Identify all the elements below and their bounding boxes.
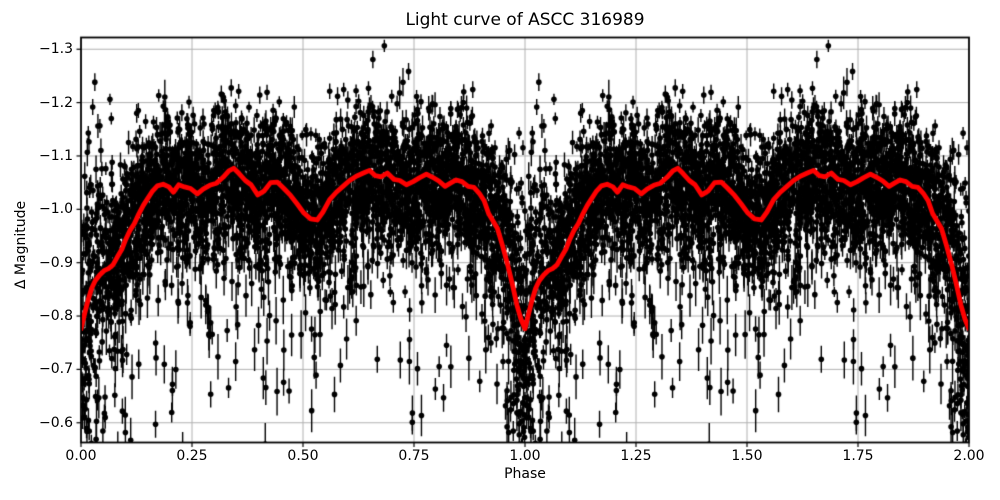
x-tick-label: 0.00 [65, 448, 97, 464]
x-tick-label: 1.50 [731, 448, 763, 464]
x-tick-label: 2.00 [953, 448, 985, 464]
y-tick-label: −0.6 [39, 415, 73, 431]
x-tick-label: 1.00 [509, 448, 541, 464]
x-tick-label: 1.75 [842, 448, 874, 464]
x-tick-label: 0.75 [398, 448, 430, 464]
y-tick-label: −0.9 [39, 255, 73, 271]
x-axis-label: Phase [504, 466, 546, 482]
y-tick-label: −1.0 [39, 201, 73, 217]
x-tick-label: 1.25 [620, 448, 652, 464]
x-tick-label: 0.25 [176, 448, 208, 464]
chart-title: Light curve of ASCC 316989 [405, 10, 645, 30]
y-tick-label: −1.3 [39, 41, 73, 57]
y-tick-label: −1.2 [39, 95, 73, 111]
y-tick-label: −0.8 [39, 308, 73, 324]
x-tick-label: 0.50 [287, 448, 319, 464]
y-tick-label: −1.1 [39, 148, 73, 164]
y-tick-label: −0.7 [39, 361, 73, 377]
